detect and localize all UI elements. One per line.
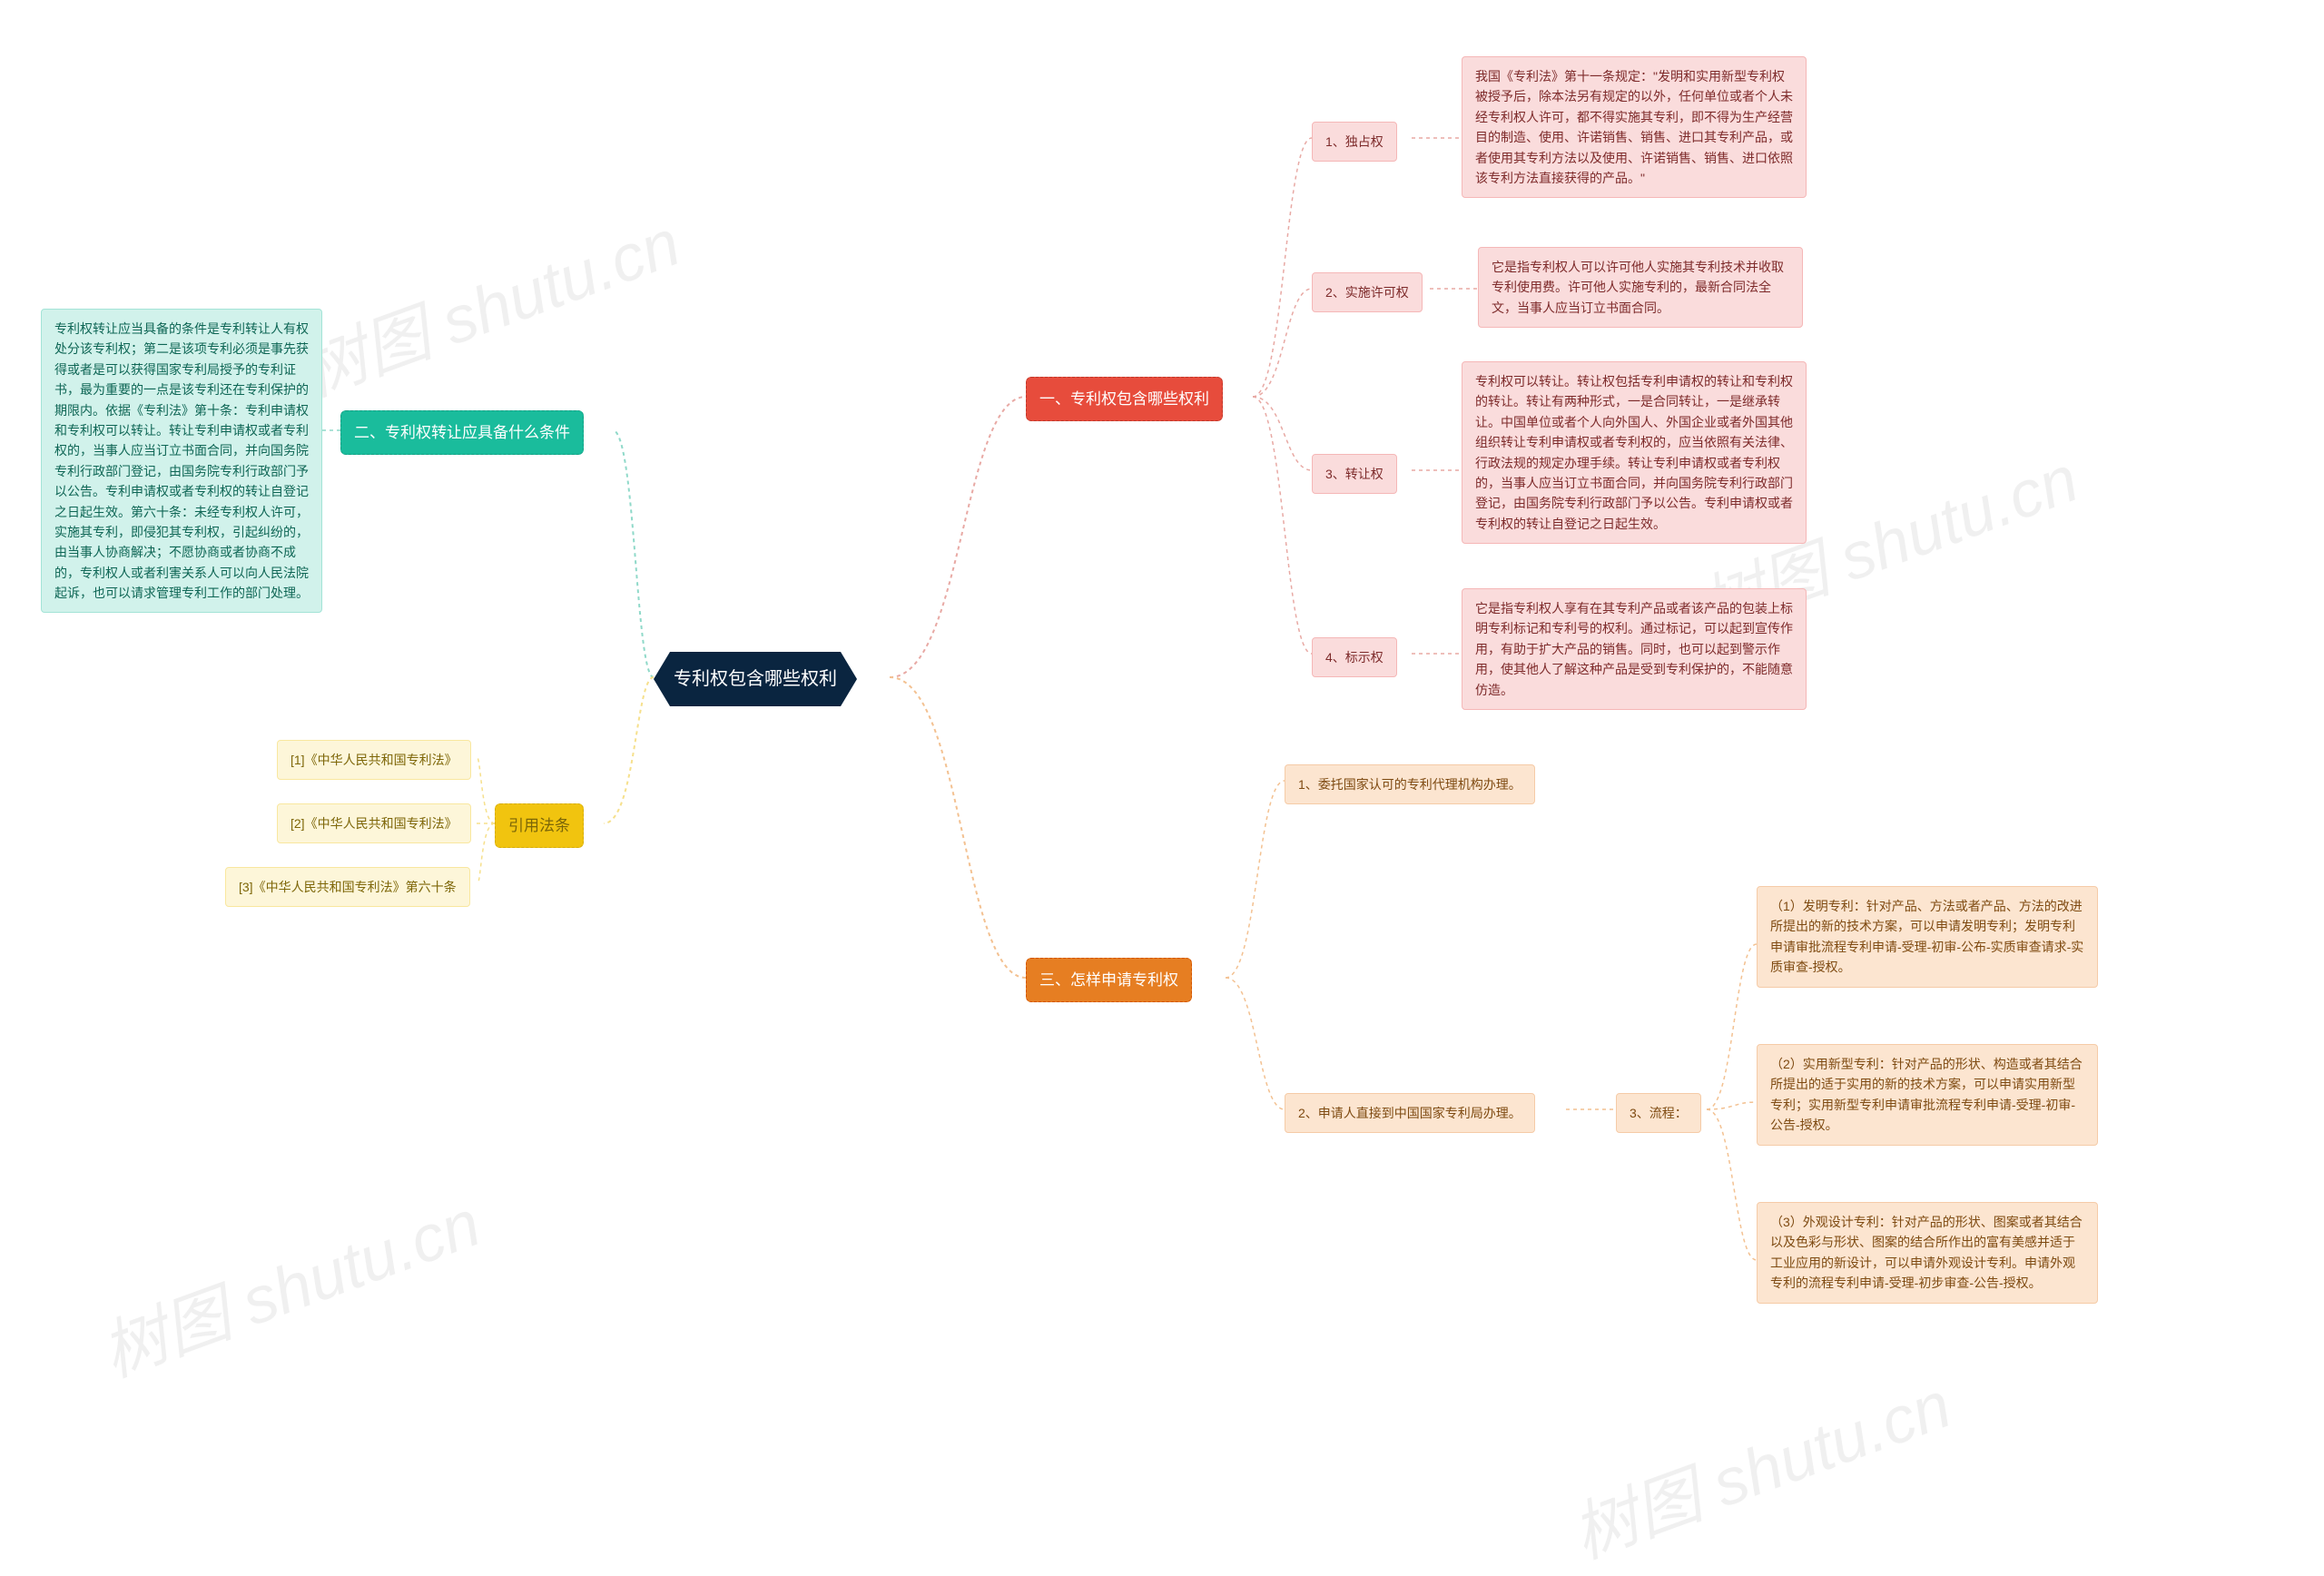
b3-sub-item-3: （3）外观设计专利：针对产品的形状、图案或者其结合以及色彩与形状、图案的结合所作… [1757,1202,2098,1304]
b2-detail: 专利权转让应当具备的条件是专利转让人有权处分该专利权；第二是该项专利必须是事先获… [41,309,322,613]
b4-item-1[interactable]: [1]《中华人民共和国专利法》 [277,740,471,780]
b4-item-3[interactable]: [3]《中华人民共和国专利法》第六十条 [225,867,470,907]
b3-sub[interactable]: 3、流程： [1616,1093,1701,1133]
b4-item-2[interactable]: [2]《中华人民共和国专利法》 [277,803,471,843]
watermark: 树图 shutu.cn [1557,1352,1962,1576]
watermark: 树图 shutu.cn [86,1170,491,1395]
branch-1[interactable]: 一、专利权包含哪些权利 [1026,377,1223,421]
b3-item-2[interactable]: 2、申请人直接到中国国家专利局办理。 [1285,1093,1535,1133]
b1-item-1-detail: 我国《专利法》第十一条规定："发明和实用新型专利权被授予后，除本法另有规定的以外… [1462,56,1807,198]
b1-item-3-label[interactable]: 3、转让权 [1312,454,1397,494]
b1-item-4-detail: 它是指专利权人享有在其专利产品或者该产品的包装上标明专利标记和专利号的权利。通过… [1462,588,1807,710]
branch-4[interactable]: 引用法条 [495,803,584,848]
branch-3[interactable]: 三、怎样申请专利权 [1026,958,1192,1002]
root-node[interactable]: 专利权包含哪些权利 [654,652,857,706]
b3-sub-item-2: （2）实用新型专利：针对产品的形状、构造或者其结合所提出的适于实用的新的技术方案… [1757,1044,2098,1146]
b1-item-2-detail: 它是指专利权人可以许可他人实施其专利技术并收取专利使用费。许可他人实施专利的，最… [1478,247,1803,328]
b3-item-1[interactable]: 1、委托国家认可的专利代理机构办理。 [1285,764,1535,804]
b1-item-3-detail: 专利权可以转让。转让权包括专利申请权的转让和专利权的转让。转让有两种形式，一是合… [1462,361,1807,544]
b1-item-2-label[interactable]: 2、实施许可权 [1312,272,1423,312]
b3-sub-item-1: （1）发明专利：针对产品、方法或者产品、方法的改进所提出的新的技术方案，可以申请… [1757,886,2098,988]
branch-2[interactable]: 二、专利权转让应具备什么条件 [340,410,584,455]
b1-item-4-label[interactable]: 4、标示权 [1312,637,1397,677]
b1-item-1-label[interactable]: 1、独占权 [1312,122,1397,162]
watermark: 树图 shutu.cn [286,190,691,415]
